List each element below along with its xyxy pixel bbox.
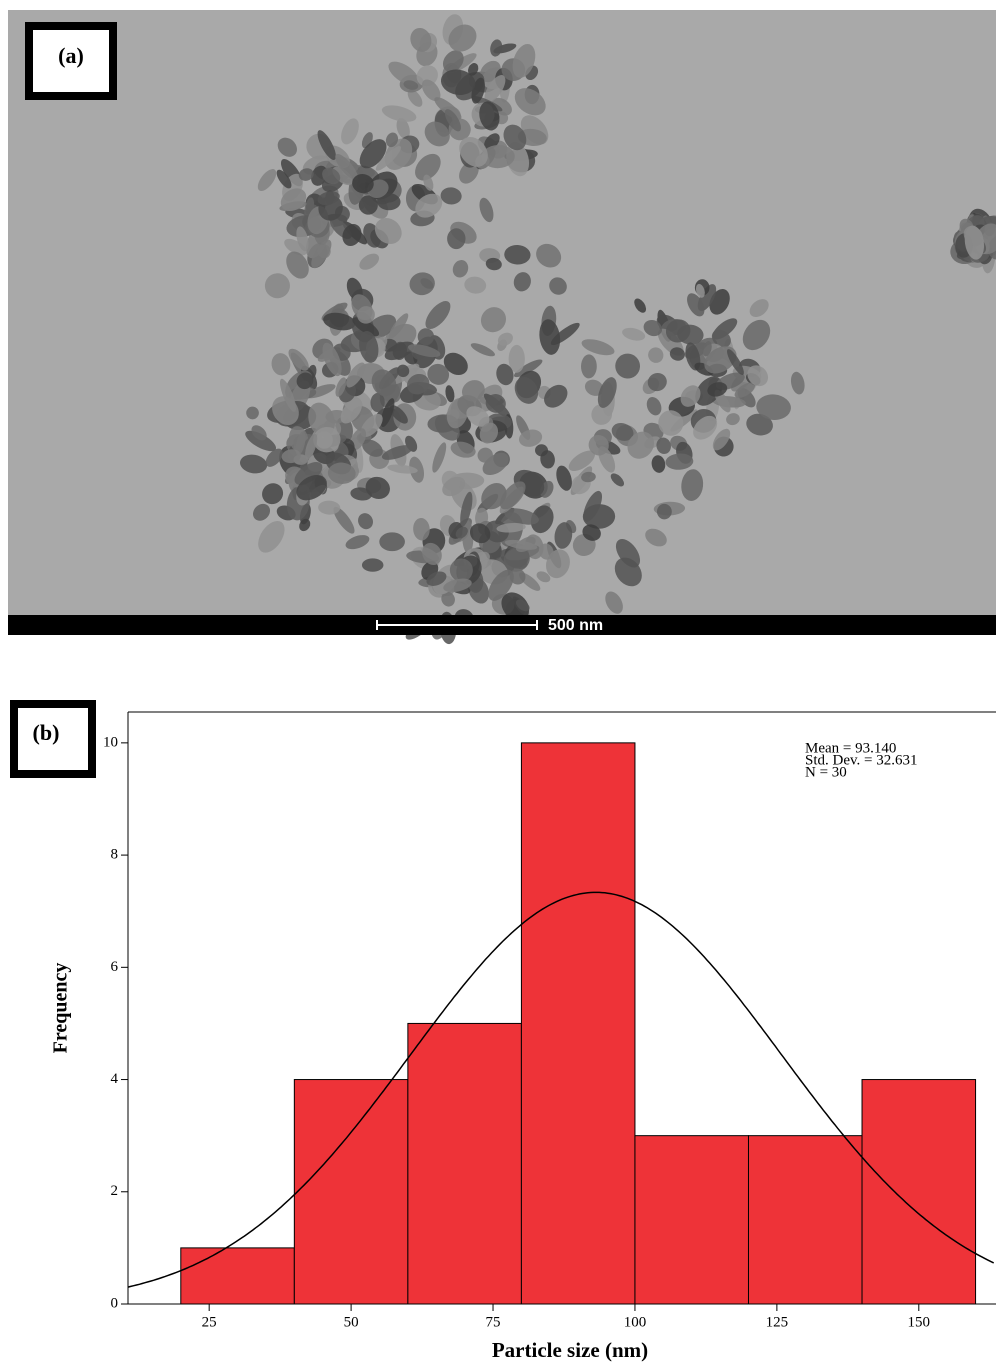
panel-label: (b) bbox=[33, 720, 60, 745]
x-tick-label: 150 bbox=[908, 1314, 931, 1330]
x-tick-label: 25 bbox=[202, 1314, 217, 1330]
bar bbox=[862, 1080, 976, 1304]
page: 500 nm (a) (b) Particle size (nm) Freque… bbox=[0, 0, 996, 1363]
y-tick-label: 10 bbox=[103, 734, 118, 750]
x-tick-label: 125 bbox=[766, 1314, 789, 1330]
bar bbox=[635, 1136, 749, 1304]
bar bbox=[748, 1136, 862, 1304]
y-axis-title: Frequency bbox=[50, 963, 72, 1054]
y-tick-label: 4 bbox=[111, 1071, 119, 1087]
particle bbox=[379, 532, 405, 551]
scale-label: 500 nm bbox=[548, 617, 603, 634]
bar bbox=[181, 1248, 295, 1304]
y-tick-label: 6 bbox=[111, 959, 119, 975]
x-tick-label: 50 bbox=[344, 1314, 359, 1330]
y-tick-label: 8 bbox=[111, 847, 119, 863]
stats-annotation: N = 30 bbox=[805, 764, 847, 780]
y-tick-label: 0 bbox=[111, 1295, 119, 1311]
particle bbox=[362, 558, 384, 571]
x-tick-label: 100 bbox=[624, 1314, 647, 1330]
y-tick-label: 2 bbox=[111, 1183, 119, 1199]
bar bbox=[408, 1023, 522, 1304]
panel-label: (a) bbox=[58, 43, 84, 68]
bar bbox=[294, 1080, 408, 1304]
bar bbox=[521, 743, 635, 1304]
x-axis-title: Particle size (nm) bbox=[492, 1338, 648, 1362]
x-tick-label: 75 bbox=[486, 1314, 501, 1330]
figure: 500 nm (a) (b) Particle size (nm) Freque… bbox=[0, 0, 996, 1363]
